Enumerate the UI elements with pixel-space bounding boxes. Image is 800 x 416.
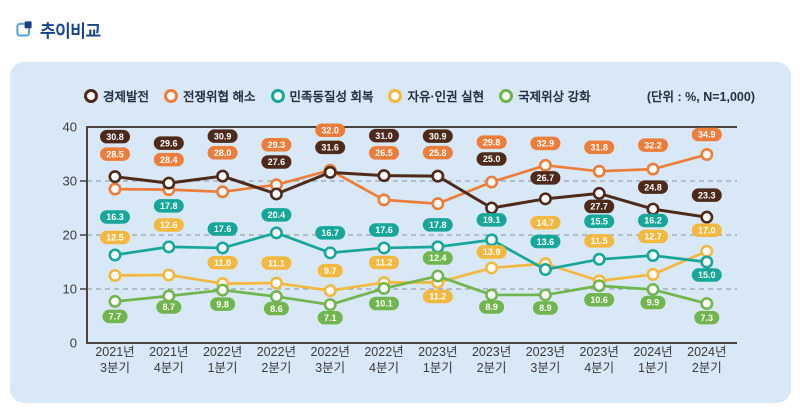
page-header: 추이비교 xyxy=(14,17,101,42)
legend-label: 국제위상 강화 xyxy=(518,90,591,104)
data-point[interactable] xyxy=(592,279,606,293)
data-point[interactable] xyxy=(700,255,714,269)
legend-item-0[interactable]: 경제발전 xyxy=(84,86,149,105)
data-point[interactable] xyxy=(108,182,122,196)
data-point[interactable] xyxy=(646,267,660,281)
data-point[interactable] xyxy=(592,186,606,200)
unit-label: (단위 : %, N=1,000) xyxy=(646,90,755,104)
data-point[interactable] xyxy=(700,244,714,258)
data-point[interactable] xyxy=(377,169,391,183)
chart-legend-row: 경제발전 전쟁위협 해소 민족동질성 회복 자유·인권 실현 국제위상 강화 (단위 :… xyxy=(10,86,791,105)
data-point[interactable] xyxy=(485,201,499,215)
data-point[interactable] xyxy=(269,276,283,290)
data-point[interactable] xyxy=(700,210,714,224)
data-point[interactable] xyxy=(377,241,391,255)
legend-marker-icon xyxy=(499,88,514,103)
data-point[interactable] xyxy=(485,261,499,275)
data-point[interactable] xyxy=(377,281,391,295)
data-point[interactable] xyxy=(431,169,445,183)
data-point[interactable] xyxy=(108,248,122,262)
data-point[interactable] xyxy=(323,284,337,298)
data-point[interactable] xyxy=(700,297,714,311)
legend-item-1[interactable]: 전쟁위협 해소 xyxy=(164,86,256,105)
data-point[interactable] xyxy=(108,294,122,308)
data-point[interactable] xyxy=(431,269,445,283)
page-title: 추이비교 xyxy=(40,22,101,41)
legend-marker-icon xyxy=(388,88,403,103)
data-point[interactable] xyxy=(216,185,230,199)
data-point[interactable] xyxy=(538,192,552,206)
data-point[interactable] xyxy=(269,290,283,304)
data-point[interactable] xyxy=(538,288,552,302)
data-point[interactable] xyxy=(431,197,445,211)
legend-item-2[interactable]: 민족동질성 회복 xyxy=(270,86,374,105)
data-point[interactable] xyxy=(646,202,660,216)
data-point[interactable] xyxy=(646,162,660,176)
data-point[interactable] xyxy=(323,298,337,312)
data-point[interactable] xyxy=(431,240,445,254)
data-point[interactable] xyxy=(646,283,660,297)
trend-compare-icon xyxy=(14,20,33,39)
data-point[interactable] xyxy=(216,169,230,183)
data-point[interactable] xyxy=(162,176,176,190)
legend-marker-icon xyxy=(270,88,285,103)
data-point[interactable] xyxy=(485,288,499,302)
data-point[interactable] xyxy=(592,252,606,266)
data-point[interactable] xyxy=(538,158,552,172)
data-point[interactable] xyxy=(108,268,122,282)
data-point[interactable] xyxy=(538,263,552,277)
data-point[interactable] xyxy=(162,268,176,282)
data-point[interactable] xyxy=(162,289,176,303)
chart-legend: 경제발전 전쟁위협 해소 민족동질성 회복 자유·인권 실현 국제위상 강화 xyxy=(84,86,591,105)
legend-label: 자유·인권 실현 xyxy=(407,90,485,104)
chart-card: 경제발전 전쟁위협 해소 민족동질성 회복 자유·인권 실현 국제위상 강화 (단위 :… xyxy=(10,62,791,403)
data-point[interactable] xyxy=(646,249,660,263)
legend-marker-icon xyxy=(164,88,179,103)
data-point[interactable] xyxy=(216,283,230,297)
data-point[interactable] xyxy=(269,187,283,201)
legend-item-3[interactable]: 자유·인권 실현 xyxy=(388,86,484,105)
data-point[interactable] xyxy=(377,193,391,207)
data-point[interactable] xyxy=(485,233,499,247)
legend-item-4[interactable]: 국제위상 강화 xyxy=(499,86,591,105)
data-point[interactable] xyxy=(592,164,606,178)
data-point[interactable] xyxy=(700,148,714,162)
data-point[interactable] xyxy=(323,246,337,260)
data-point[interactable] xyxy=(485,175,499,189)
data-point[interactable] xyxy=(323,165,337,179)
legend-label: 전쟁위협 해소 xyxy=(183,90,256,104)
data-point[interactable] xyxy=(216,241,230,255)
data-point[interactable] xyxy=(108,170,122,184)
legend-label: 경제발전 xyxy=(103,90,150,104)
legend-marker-icon xyxy=(84,88,98,103)
data-point[interactable] xyxy=(162,240,176,254)
legend-label: 민족동질성 회복 xyxy=(289,90,374,104)
data-point[interactable] xyxy=(269,226,283,240)
